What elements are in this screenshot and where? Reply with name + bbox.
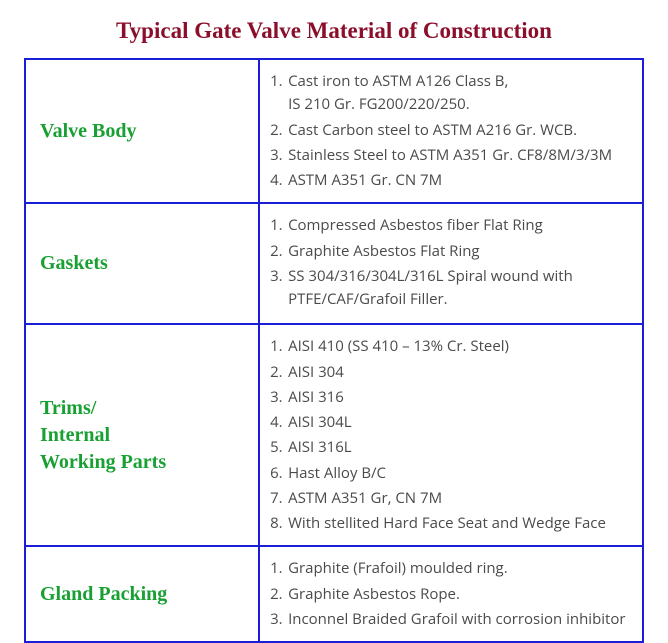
item-text: Compressed Asbestos fiber Flat Ring <box>288 214 628 237</box>
row-items: 1.Compressed Asbestos fiber Flat Ring2.G… <box>260 204 642 323</box>
item-number: 3. <box>270 144 288 167</box>
item-number: 7. <box>270 487 288 510</box>
item-number: 1. <box>270 214 288 237</box>
item-number: 3. <box>270 608 288 631</box>
item-text: Cast Carbon steel to ASTM A216 Gr. WCB. <box>288 119 628 142</box>
item-text: ASTM A351 Gr, CN 7M <box>288 487 628 510</box>
list-item: 6.Hast Alloy B/C <box>270 462 628 485</box>
item-number: 4. <box>270 411 288 434</box>
item-text: ASTM A351 Gr. CN 7M <box>288 169 628 192</box>
item-text: SS 304/316/304L/316L Spiral wound with <box>288 265 628 288</box>
materials-table: Valve Body1.Cast iron to ASTM A126 Class… <box>24 58 644 643</box>
item-number: 6. <box>270 462 288 485</box>
item-text: Cast iron to ASTM A126 Class B, <box>288 70 628 93</box>
list-item: 1.Compressed Asbestos fiber Flat Ring <box>270 214 628 237</box>
list-item: 2.Cast Carbon steel to ASTM A216 Gr. WCB… <box>270 119 628 142</box>
item-number: 1. <box>270 70 288 93</box>
list-item: 5.AISI 316L <box>270 436 628 459</box>
item-text: AISI 316 <box>288 386 628 409</box>
item-subtext: PTFE/CAF/Grafoil Filler. <box>288 288 628 311</box>
item-text: AISI 304L <box>288 411 628 434</box>
list-item: 4.ASTM A351 Gr. CN 7M <box>270 169 628 192</box>
list-item: 8.With stellited Hard Face Seat and Wedg… <box>270 512 628 535</box>
item-text: Graphite Asbestos Rope. <box>288 583 628 606</box>
item-text: AISI 316L <box>288 436 628 459</box>
row-label: Gaskets <box>26 204 260 323</box>
list-item: 3.Stainless Steel to ASTM A351 Gr. CF8/8… <box>270 144 628 167</box>
list-item: 3.SS 304/316/304L/316L Spiral wound with <box>270 265 628 288</box>
item-number: 1. <box>270 557 288 580</box>
table-row: Valve Body1.Cast iron to ASTM A126 Class… <box>26 60 642 204</box>
list-item: 2.AISI 304 <box>270 361 628 384</box>
row-items: 1.Cast iron to ASTM A126 Class B,IS 210 … <box>260 60 642 202</box>
list-item: 7.ASTM A351 Gr, CN 7M <box>270 487 628 510</box>
item-number: 8. <box>270 512 288 535</box>
table-row: Gaskets 1.Compressed Asbestos fiber Flat … <box>26 204 642 325</box>
item-text: Graphite Asbestos Flat Ring <box>288 240 628 263</box>
row-label: Trims/InternalWorking Parts <box>26 325 260 545</box>
item-text: AISI 410 (SS 410 – 13% Cr. Steel) <box>288 335 628 358</box>
list-item: 1. Graphite (Frafoil) moulded ring. <box>270 557 628 580</box>
list-item: 2.Graphite Asbestos Rope. <box>270 583 628 606</box>
item-text: Inconnel Braided Grafoil with corrosion … <box>288 608 628 631</box>
row-items: 1.AISI 410 (SS 410 – 13% Cr. Steel)2.AIS… <box>260 325 642 545</box>
item-number: 4. <box>270 169 288 192</box>
list-item: 4.AISI 304L <box>270 411 628 434</box>
item-text: Graphite (Frafoil) moulded ring. <box>288 557 628 580</box>
row-label: Valve Body <box>26 60 260 202</box>
list-item: 3.Inconnel Braided Grafoil with corrosio… <box>270 608 628 631</box>
table-row: Trims/InternalWorking Parts 1.AISI 410 (S… <box>26 325 642 547</box>
item-number: 3. <box>270 386 288 409</box>
item-text: Hast Alloy B/C <box>288 462 628 485</box>
item-text: AISI 304 <box>288 361 628 384</box>
item-number: 3. <box>270 265 288 288</box>
item-number: 2. <box>270 361 288 384</box>
item-number: 2. <box>270 119 288 142</box>
item-subtext: IS 210 Gr. FG200/220/250. <box>288 93 628 116</box>
item-number: 2. <box>270 240 288 263</box>
item-text: With stellited Hard Face Seat and Wedge … <box>288 512 628 535</box>
item-number: 5. <box>270 436 288 459</box>
page-title: Typical Gate Valve Material of Construct… <box>24 18 644 44</box>
item-number: 2. <box>270 583 288 606</box>
item-number: 1. <box>270 335 288 358</box>
list-item: 2.Graphite Asbestos Flat Ring <box>270 240 628 263</box>
row-items: 1. Graphite (Frafoil) moulded ring.2.Gra… <box>260 547 642 641</box>
list-item: 1.AISI 410 (SS 410 – 13% Cr. Steel) <box>270 335 628 358</box>
table-row: Gland Packing 1. Graphite (Frafoil) mould… <box>26 547 642 641</box>
list-item: 1.Cast iron to ASTM A126 Class B, <box>270 70 628 93</box>
item-text: Stainless Steel to ASTM A351 Gr. CF8/8M/… <box>288 144 628 167</box>
row-label: Gland Packing <box>26 547 260 641</box>
list-item: 3.AISI 316 <box>270 386 628 409</box>
